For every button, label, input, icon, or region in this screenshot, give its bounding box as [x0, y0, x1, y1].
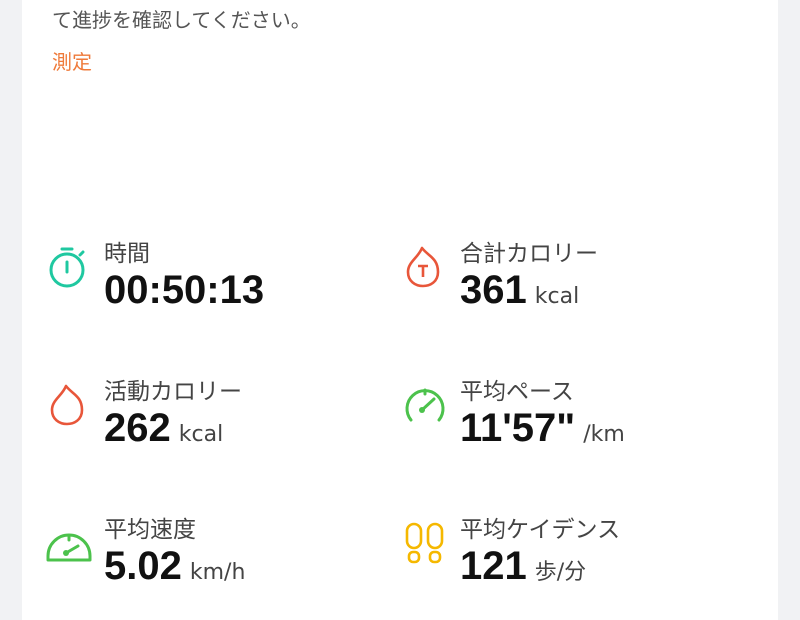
metric-value: 00:50:13: [104, 268, 265, 312]
metric-label: 平均ケイデンス: [460, 517, 621, 543]
speedometer-icon: [46, 533, 92, 562]
metric-unit: 歩/分: [534, 560, 587, 585]
stopwatch-icon: [49, 247, 85, 288]
metric-average-cadence: 平均ケイデンス 121 歩/分: [402, 512, 742, 602]
total-calorie-flame-icon: [406, 246, 440, 288]
workout-summary-card: [22, 0, 778, 620]
description-text: て進捗を確認してください。: [52, 8, 311, 32]
metric-unit: kcal: [178, 422, 224, 447]
metric-label: 活動カロリー: [104, 379, 242, 405]
metric-value: 11'57": [460, 406, 576, 450]
flame-icon: [50, 384, 84, 426]
metric-unit: km/h: [189, 560, 246, 585]
metric-label: 時間: [104, 241, 150, 267]
measure-link[interactable]: 測定: [52, 50, 92, 74]
metric-label: 平均速度: [104, 517, 196, 543]
metric-label: 平均ペース: [460, 379, 574, 405]
pace-gauge-icon: [405, 388, 445, 422]
metric-duration: 時間 00:50:13: [46, 236, 386, 326]
metric-label: 合計カロリー: [460, 241, 598, 267]
metric-value: 121: [460, 544, 527, 588]
metric-unit: kcal: [534, 284, 580, 309]
metric-value: 5.02: [104, 544, 182, 588]
metric-value: 361: [460, 268, 527, 312]
metric-total-calories: 合計カロリー 361 kcal: [402, 236, 742, 326]
metric-average-pace: 平均ペース 11'57" /km: [402, 374, 742, 464]
footprints-icon: [405, 522, 444, 564]
metric-active-calories: 活動カロリー 262 kcal: [46, 374, 386, 464]
metric-average-speed: 平均速度 5.02 km/h: [46, 512, 386, 602]
metric-value: 262: [104, 406, 171, 450]
metric-unit: /km: [583, 422, 625, 447]
